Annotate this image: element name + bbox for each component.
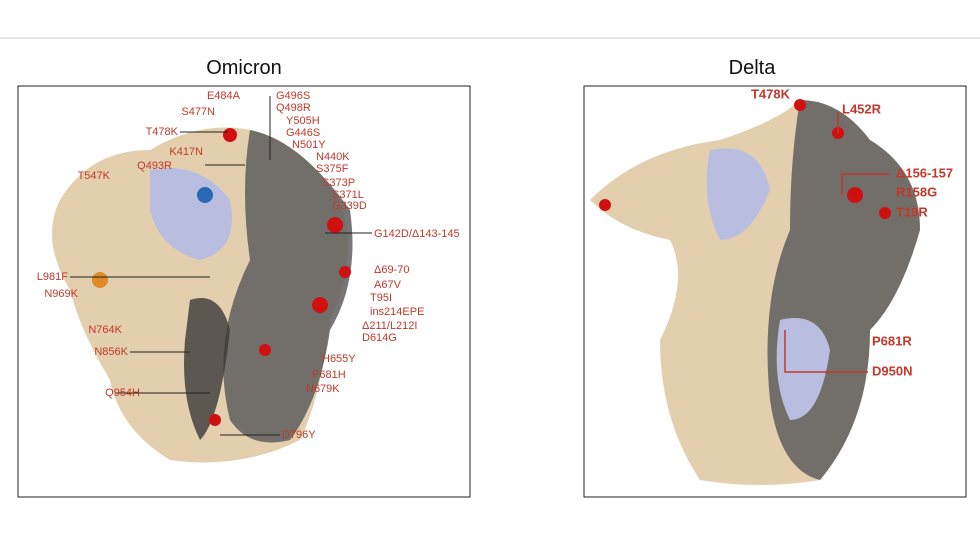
- mutation-label: S477N: [181, 106, 215, 118]
- mutation-label: A67V: [374, 279, 402, 291]
- mutation-label: D796Y: [282, 429, 316, 441]
- mutation-label: E484A: [207, 90, 241, 102]
- mutation-label: N764K: [88, 324, 122, 336]
- mutation-label: Q954H: [105, 387, 140, 399]
- mutation-site: [599, 199, 611, 211]
- leader-lines: [70, 96, 372, 436]
- structure: [776, 318, 830, 420]
- panel-title: Delta: [729, 57, 777, 79]
- mutation-label: S371L: [332, 189, 364, 201]
- mutation-label: T95I: [370, 292, 392, 304]
- mutation-label: L452R: [842, 101, 882, 116]
- mutation-label: Δ69-70: [374, 264, 409, 276]
- panel-title: Omicron: [206, 57, 282, 79]
- leader-lines: [784, 112, 890, 373]
- delta-panel: [583, 85, 967, 498]
- mutation-label: N679K: [306, 383, 340, 395]
- mutation-label: Q493R: [137, 160, 172, 172]
- mutation-site: [259, 344, 271, 356]
- mutation-site: [339, 266, 351, 278]
- mutation-label: H655Y: [322, 353, 356, 365]
- mutation-label: T547K: [78, 170, 111, 182]
- omicron-panel: [17, 85, 471, 498]
- mutation-label: G496S: [276, 90, 310, 102]
- mutation-label: Q498R: [276, 102, 311, 114]
- mutation-label: ins214EPE: [370, 306, 424, 318]
- mutation-site: [794, 99, 806, 111]
- structure: [184, 298, 230, 440]
- mutation-site: [209, 414, 221, 426]
- mutation-label: Y505H: [286, 115, 320, 127]
- structure: [706, 148, 770, 240]
- mutation-label: N969K: [44, 288, 78, 300]
- mutation-label: G142D/Δ143-145: [374, 228, 460, 240]
- mutation-label: N856K: [94, 346, 128, 358]
- mutation-label: G446S: [286, 127, 320, 139]
- mutation-label: D950N: [872, 363, 912, 378]
- mutation-label: N440K: [316, 151, 350, 163]
- mutation-label: D614G: [362, 332, 397, 344]
- mutation-label: L981F: [37, 271, 68, 283]
- mutation-label: P681H: [312, 369, 346, 381]
- mutation-label: S373P: [322, 177, 355, 189]
- mutation-label: R158G: [896, 184, 937, 199]
- mutation-label: S375F: [316, 163, 349, 175]
- mutation-label: T478K: [751, 86, 791, 101]
- mutation-label: T19R: [896, 204, 928, 219]
- mutation-site: [92, 272, 108, 288]
- mutation-label: K417N: [169, 146, 203, 158]
- mutation-label: Δ211/L212I: [362, 320, 417, 332]
- mutation-site: [197, 187, 213, 203]
- mutation-site: [312, 297, 328, 313]
- mutation-site: [879, 207, 891, 219]
- mutation-label: N501Y: [292, 139, 326, 151]
- mutation-label: P681R: [872, 333, 912, 348]
- structure: [223, 130, 353, 443]
- mutation-site: [847, 187, 863, 203]
- mutation-label: G339D: [332, 200, 367, 212]
- mutation-site: [223, 128, 237, 142]
- mutation-label: Δ156-157: [896, 165, 953, 180]
- mutation-label: T478K: [146, 126, 179, 138]
- mutation-site: [327, 217, 343, 233]
